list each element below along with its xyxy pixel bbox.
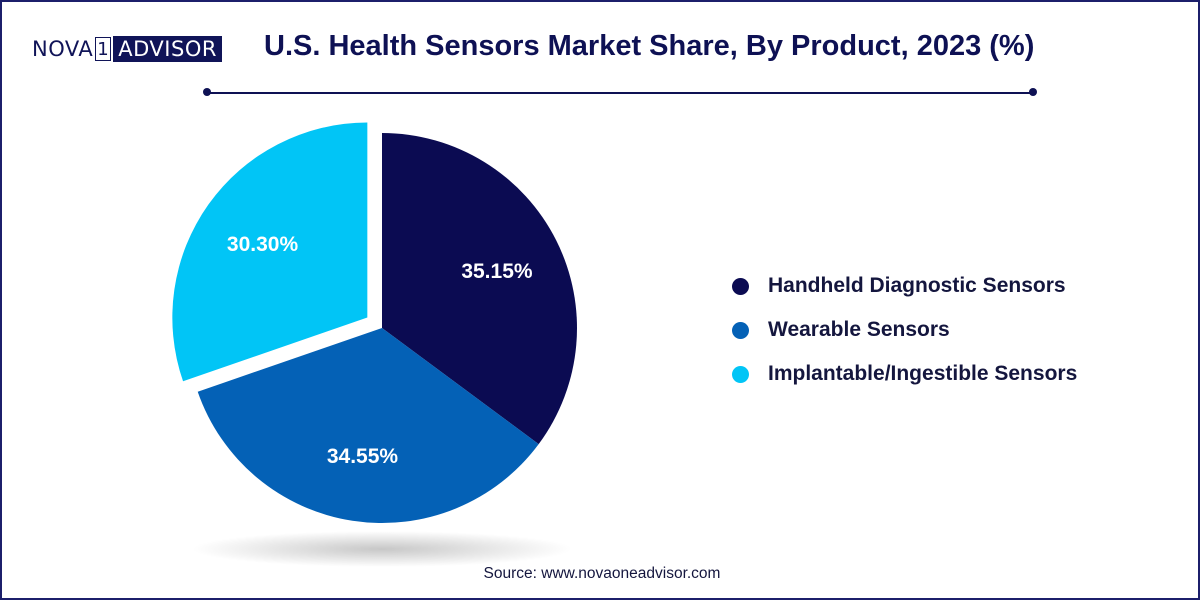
legend-marker-implantable <box>732 365 749 383</box>
logo-text-nova: NOVA <box>32 37 94 61</box>
rule-right-dot <box>1029 88 1037 96</box>
logo-text-one: 1 <box>95 37 112 61</box>
legend: Handheld Diagnostic Sensors Wearable Sen… <box>732 264 1162 396</box>
legend-label-implantable: Implantable/Ingestible Sensors <box>768 362 1078 385</box>
pie-label-implantable: 30.30% <box>227 233 299 256</box>
source-note: Source: www.novaoneadvisor.com <box>483 565 721 582</box>
pie-label-handheld: 35.15% <box>461 260 533 283</box>
legend-item-handheld: Handheld Diagnostic Sensors <box>732 264 1162 308</box>
pie-shadow <box>192 531 572 567</box>
legend-item-wearable: Wearable Sensors <box>732 308 1162 352</box>
brand-logo: NOVA 1 ADVISOR <box>32 34 222 64</box>
pie-slice-wearable <box>197 328 539 523</box>
logo-text-advisor: ADVISOR <box>113 36 222 62</box>
title-divider <box>207 92 1034 94</box>
legend-marker-wearable <box>732 321 749 339</box>
legend-label-wearable: Wearable Sensors <box>768 318 950 341</box>
pie-slice-handheld <box>382 133 578 445</box>
legend-marker-handheld <box>732 277 749 295</box>
legend-label-handheld: Handheld Diagnostic Sensors <box>768 274 1066 297</box>
pie-label-wearable: 34.55% <box>327 445 399 468</box>
legend-item-implantable: Implantable/Ingestible Sensors <box>732 352 1162 396</box>
pie-slice-implantable <box>172 122 368 382</box>
chart-title: U.S. Health Sensors Market Share, By Pro… <box>264 30 1035 62</box>
